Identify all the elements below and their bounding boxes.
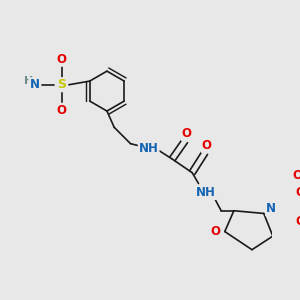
Text: N: N: [266, 202, 276, 215]
Text: O: O: [182, 127, 192, 140]
Text: H: H: [24, 76, 34, 86]
Text: O: O: [57, 53, 67, 66]
Text: O: O: [292, 169, 300, 182]
Text: O: O: [57, 103, 67, 117]
Text: O: O: [211, 225, 221, 238]
Text: NH: NH: [196, 186, 216, 199]
Text: O: O: [202, 139, 212, 152]
Text: O: O: [295, 186, 300, 199]
Text: NH: NH: [139, 142, 159, 155]
Text: O: O: [295, 215, 300, 228]
Text: N: N: [29, 78, 39, 91]
Text: S: S: [57, 78, 66, 91]
